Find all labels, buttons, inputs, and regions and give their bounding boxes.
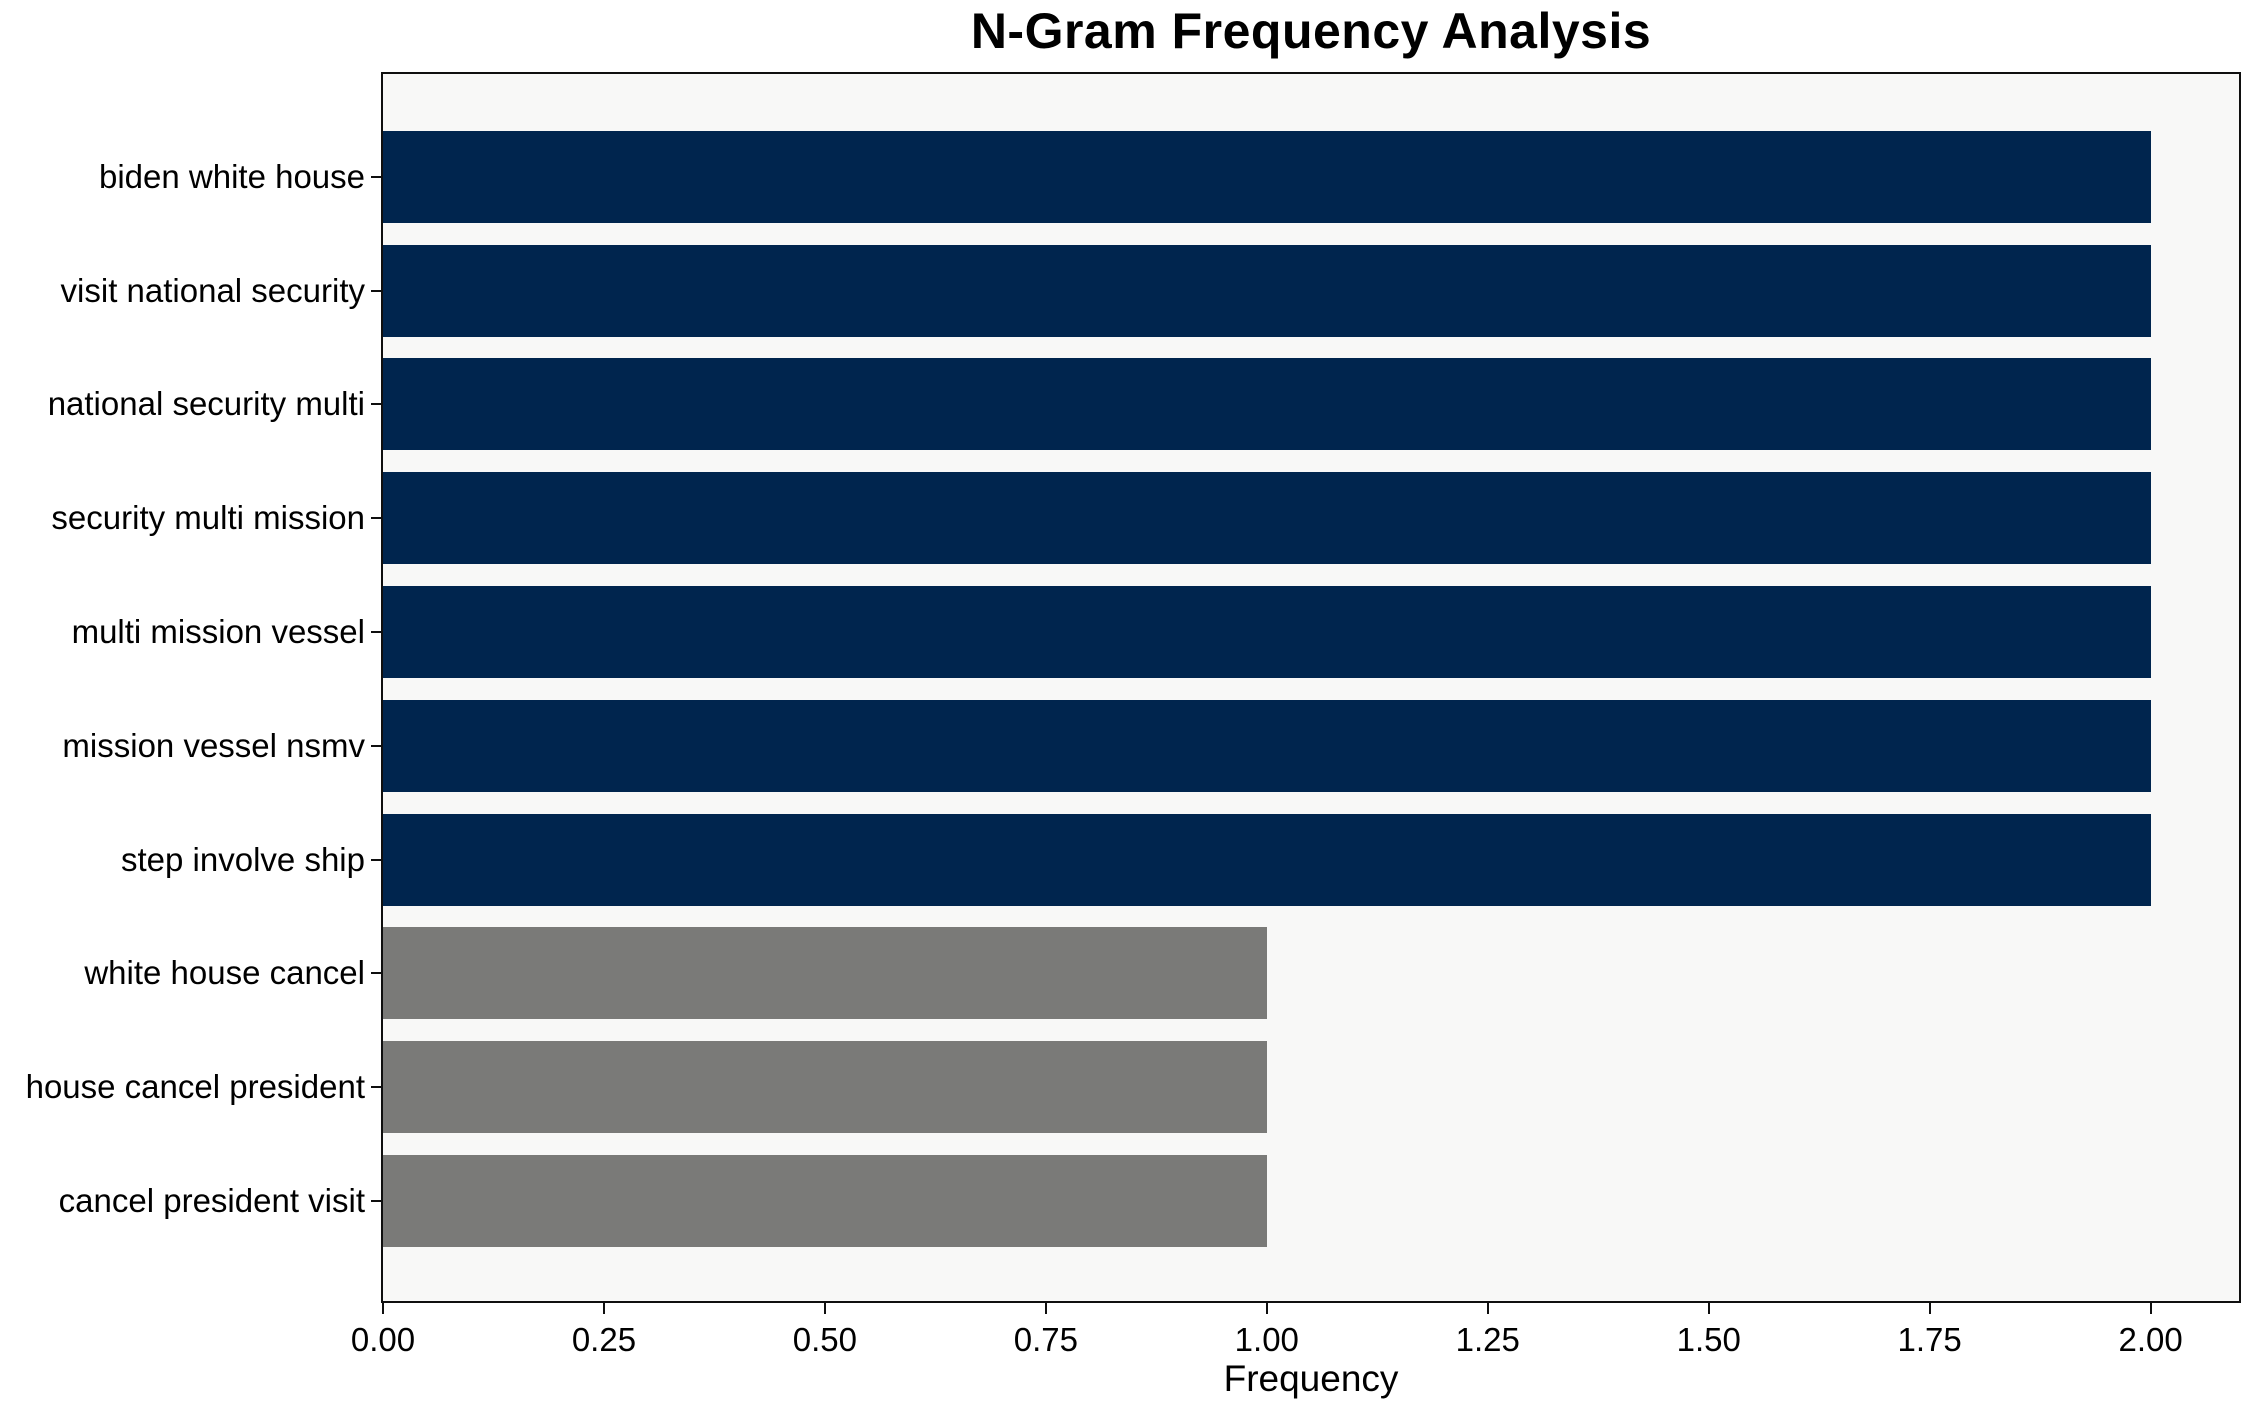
chart-title: N-Gram Frequency Analysis [970, 3, 1652, 59]
x-tick-label: 0.00 [350, 1321, 416, 1358]
x-tick-label: 0.25 [571, 1321, 637, 1358]
x-tick [1928, 1303, 1931, 1314]
bar [383, 813, 2151, 906]
y-tick [371, 1200, 381, 1203]
bar [383, 1041, 1267, 1134]
y-tick [371, 972, 381, 975]
x-tick [1486, 1303, 1489, 1314]
x-tick-label: 1.25 [1455, 1321, 1520, 1358]
bar-row: white house cancel [84, 917, 2239, 1031]
bar [383, 699, 2151, 792]
bar-row: house cancel president [26, 1030, 2239, 1144]
y-tick-label: multi mission vessel [71, 613, 365, 651]
y-tick-label: security multi mission [51, 499, 365, 537]
y-tick-label: cancel president visit [58, 1182, 365, 1220]
bar [383, 1155, 1267, 1248]
y-tick-label: national security multi [47, 385, 365, 423]
bar-row: cancel president visit [59, 1144, 2239, 1258]
y-tick [371, 403, 381, 406]
bar-row: security multi mission [51, 461, 2239, 575]
bar [383, 244, 2151, 337]
x-tick-label: 2.00 [2118, 1321, 2183, 1358]
y-tick-label: mission vessel nsmv [62, 726, 365, 764]
x-tick [602, 1303, 605, 1314]
y-tick [371, 517, 381, 520]
bar-row: multi mission vessel [72, 575, 2239, 689]
y-tick [371, 631, 381, 634]
y-tick [371, 289, 381, 292]
bar-row: mission vessel nsmv [62, 689, 2239, 803]
x-tick-label: 0.75 [1013, 1321, 1078, 1358]
plot-area: biden white house visit national security… [26, 72, 2241, 1358]
y-tick [371, 858, 381, 861]
y-tick-label: white house cancel [84, 954, 365, 992]
bar [383, 586, 2151, 679]
y-tick [371, 744, 381, 747]
y-tick [371, 1086, 381, 1089]
bar-row: visit national security [61, 234, 2239, 348]
x-tick-label: 1.00 [1234, 1321, 1299, 1358]
x-tick-label: 0.50 [792, 1321, 858, 1358]
bar [383, 358, 2151, 451]
x-tick [1707, 1303, 1710, 1314]
y-tick-label: biden white house [98, 157, 365, 195]
bar [383, 927, 1267, 1020]
y-tick-label: step involve ship [121, 840, 365, 878]
y-tick-label: visit national security [60, 271, 365, 309]
x-tick [1265, 1303, 1268, 1314]
x-tick-label: 1.75 [1897, 1321, 1962, 1358]
bar [383, 130, 2151, 223]
y-tick-label: house cancel president [25, 1068, 365, 1106]
bar-row: biden white house [99, 120, 2239, 234]
x-tick [1044, 1303, 1047, 1314]
x-tick [382, 1303, 384, 1314]
x-tick-label: 1.50 [1676, 1321, 1741, 1358]
bar-row: national security multi [48, 348, 2239, 462]
bar [383, 472, 2151, 565]
bar-row: step involve ship [121, 803, 2239, 917]
x-axis-label: Frequency [1223, 1358, 1399, 1399]
x-tick [2149, 1303, 2152, 1314]
y-tick [371, 175, 381, 178]
x-tick [823, 1303, 826, 1314]
